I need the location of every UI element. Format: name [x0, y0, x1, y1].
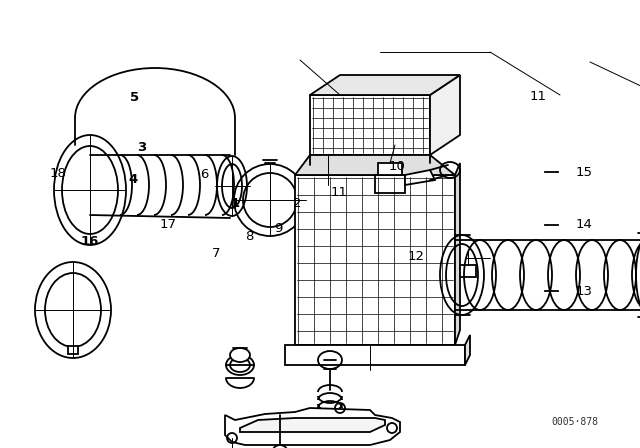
Text: 17: 17 [160, 217, 177, 231]
Polygon shape [225, 408, 400, 445]
Bar [68, 346, 78, 354]
Ellipse shape [230, 348, 250, 362]
Polygon shape [405, 170, 435, 185]
Polygon shape [285, 345, 465, 365]
Bar [460, 265, 476, 277]
Text: 14: 14 [575, 218, 592, 232]
Text: 9: 9 [274, 222, 283, 235]
Text: 5: 5 [130, 91, 139, 104]
Text: 0005·878: 0005·878 [552, 417, 598, 427]
Text: 12: 12 [408, 250, 424, 263]
Text: 18: 18 [49, 167, 66, 181]
Text: 3: 3 [138, 141, 147, 155]
Polygon shape [430, 75, 460, 155]
Text: 4: 4 [129, 172, 138, 186]
Text: 15: 15 [575, 166, 592, 179]
Text: 11: 11 [529, 90, 546, 103]
Bar [378, 163, 402, 175]
Polygon shape [295, 155, 455, 175]
Polygon shape [310, 95, 430, 155]
Text: 2: 2 [293, 197, 302, 211]
Polygon shape [295, 175, 455, 345]
Text: 13: 13 [575, 284, 592, 298]
Text: 16: 16 [81, 235, 99, 249]
Polygon shape [240, 418, 385, 432]
Polygon shape [310, 75, 460, 95]
Text: 6: 6 [200, 168, 209, 181]
Text: 1: 1 [231, 197, 240, 211]
Bar [375, 175, 405, 193]
Text: 11: 11 [331, 186, 348, 199]
Text: 10: 10 [388, 160, 405, 173]
Polygon shape [465, 335, 470, 365]
Text: 7: 7 [212, 246, 221, 260]
Text: 8: 8 [245, 229, 254, 243]
Polygon shape [455, 163, 460, 345]
